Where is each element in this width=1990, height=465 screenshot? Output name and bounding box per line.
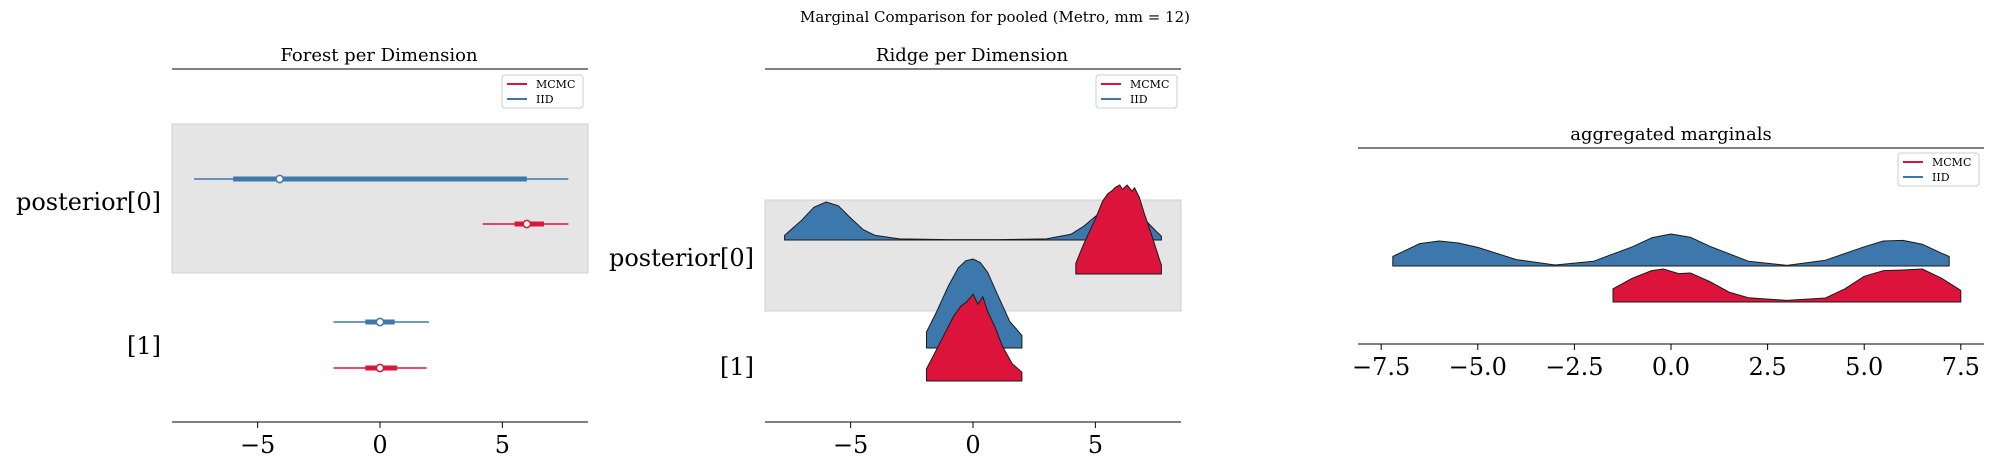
aggregated-mcmc-density xyxy=(1612,268,1962,303)
aggregated-iid-density xyxy=(1392,233,1950,267)
forest-x-ticks: −5 0 5 xyxy=(240,422,510,459)
aggregated-tick-label: −7.5 xyxy=(1352,353,1410,381)
ridge-tick-label: −5 xyxy=(833,431,868,459)
figure-suptitle: Marginal Comparison for pooled (Metro, m… xyxy=(800,8,1190,26)
forest-legend: MCMC IID xyxy=(501,74,584,109)
ridge-tick-label: 5 xyxy=(1088,431,1103,459)
aggregated-tick-label: 7.5 xyxy=(1942,353,1980,381)
ridge-marks xyxy=(784,184,1162,382)
forest-ylabel-1: [1] xyxy=(127,332,161,360)
aggregated-x-ticks: −7.5 −5.0 −2.5 0.0 2.5 5.0 7.5 xyxy=(1352,344,1980,381)
aggregated-legend-mcmc: MCMC xyxy=(1932,156,1971,169)
ridge-ylabel-1: [1] xyxy=(720,353,754,381)
aggregated-legend: MCMC IID xyxy=(1897,152,1980,187)
forest-tick-label: 0 xyxy=(372,431,387,459)
aggregated-tick-label: 0.0 xyxy=(1652,353,1690,381)
forest-band-posterior0 xyxy=(171,123,589,274)
aggregated-tick-label: 5.0 xyxy=(1845,353,1883,381)
forest-title: Forest per Dimension xyxy=(280,45,478,66)
forest-1-mcmc-median-point xyxy=(375,363,385,373)
aggregated-legend-iid: IID xyxy=(1932,171,1950,184)
aggregated-tick-label: 2.5 xyxy=(1749,353,1787,381)
aggregated-tick-label: −2.5 xyxy=(1545,353,1603,381)
forest-1-iid-median-point xyxy=(375,317,385,327)
ridge-1-mcmc-density xyxy=(926,293,1023,382)
ridge-tick-label: 0 xyxy=(965,431,980,459)
forest-tick-label: 5 xyxy=(495,431,510,459)
forest-posterior0-mcmc-median-point xyxy=(522,219,532,229)
forest-legend-iid: IID xyxy=(536,93,554,106)
aggregated-panel: aggregated marginals −7.5 −5.0 −2.5 0.0 2.5 5… xyxy=(1352,124,1984,381)
forest-tick-label: −5 xyxy=(240,431,275,459)
ridge-x-ticks: −5 0 5 xyxy=(833,422,1103,459)
ridge-panel: Ridge per Dimension posterior[0] [1] −5 0… xyxy=(609,45,1182,459)
aggregated-marks xyxy=(1392,233,1962,303)
ridge-legend-iid: IID xyxy=(1130,93,1148,106)
forest-panel: Forest per Dimension posterior[0] [1] −5… xyxy=(16,45,589,459)
forest-ylabel-posterior0: posterior[0] xyxy=(16,188,161,216)
forest-legend-mcmc: MCMC xyxy=(536,78,575,91)
ridge-legend: MCMC IID xyxy=(1095,74,1178,109)
forest-marks xyxy=(194,174,569,373)
ridge-ylabel-posterior0: posterior[0] xyxy=(609,244,754,272)
ridge-title: Ridge per Dimension xyxy=(876,45,1069,66)
ridge-legend-mcmc: MCMC xyxy=(1130,78,1169,91)
forest-posterior0-iid-median-point xyxy=(275,174,285,184)
aggregated-title: aggregated marginals xyxy=(1570,124,1771,145)
aggregated-tick-label: −5.0 xyxy=(1449,353,1507,381)
ridge-posterior0-mcmc-density xyxy=(1075,184,1162,275)
